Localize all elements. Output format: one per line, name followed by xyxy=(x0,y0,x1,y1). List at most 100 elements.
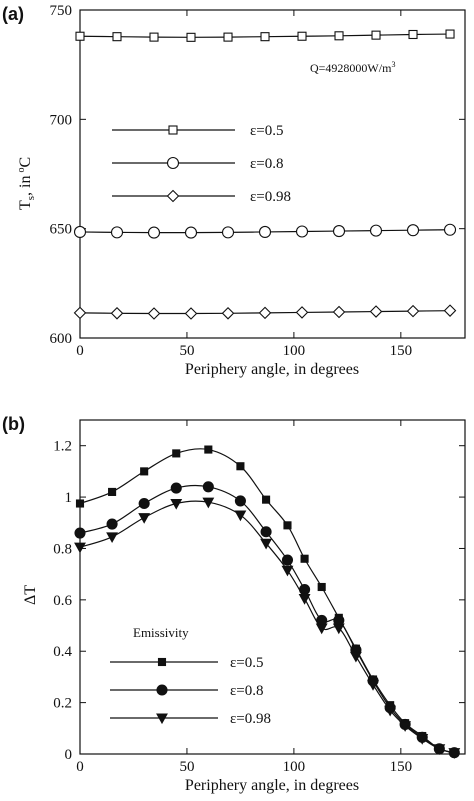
data-point-s1-6 xyxy=(295,225,309,238)
data-point-s2-7 xyxy=(281,565,294,577)
y-tick-label-5: 1 xyxy=(65,490,73,506)
data-point-s2-6 xyxy=(260,538,273,550)
data-point-s0-2 xyxy=(149,32,159,42)
legend-label-1: ε=0.8 xyxy=(250,156,284,172)
data-point-s1-0 xyxy=(73,225,87,238)
y-tick-label-1: 650 xyxy=(50,222,73,238)
data-point-s2-6 xyxy=(295,306,309,319)
data-point-s1-3 xyxy=(170,482,182,494)
data-point-s2-10 xyxy=(443,304,457,317)
data-point-s1-2 xyxy=(147,226,161,239)
y-tick-label-4: 0.8 xyxy=(53,541,72,557)
data-point-s2-17 xyxy=(448,748,461,759)
data-point-s1-1 xyxy=(106,518,118,530)
data-point-s0-9 xyxy=(317,582,326,592)
data-point-s0-1 xyxy=(108,487,117,496)
legend-marker-1 xyxy=(166,156,180,170)
data-point-s2-9 xyxy=(406,304,420,318)
data-point-s2-13 xyxy=(384,705,397,717)
legend-label-2: ε=0.98 xyxy=(250,189,291,205)
data-point-s2-1 xyxy=(106,532,119,544)
data-point-s0-6 xyxy=(297,31,307,41)
data-point-s0-3 xyxy=(186,32,196,42)
series-line-0 xyxy=(79,448,455,754)
data-point-s0-4 xyxy=(204,445,213,454)
data-point-s1-2 xyxy=(138,497,150,510)
panel-a-ticks: 0 50 100 150 600 650 700 750 xyxy=(50,3,465,359)
legend-label-1: ε=0.8 xyxy=(230,683,264,699)
panel-a-series xyxy=(73,29,457,320)
y-tick-label-2: 0.4 xyxy=(53,644,72,660)
data-point-s1-7 xyxy=(332,225,346,238)
data-point-s0-5 xyxy=(236,462,245,471)
data-point-s1-6 xyxy=(260,526,272,538)
x-tick-label-100: 100 xyxy=(283,759,306,775)
data-point-s0-10 xyxy=(445,29,455,39)
data-point-s2-8 xyxy=(298,594,311,605)
panel-b-label: (b) xyxy=(2,414,25,434)
panel-b-series xyxy=(74,445,461,759)
data-point-s1-4 xyxy=(202,481,214,493)
panel-a-xlabel: Periphery angle, in degrees xyxy=(185,361,359,378)
panel-a-annotation: Q=4928000W/m3 xyxy=(310,60,395,75)
data-point-s1-5 xyxy=(258,225,272,238)
y-tick-label-0: 600 xyxy=(50,331,73,347)
data-point-s2-1 xyxy=(110,307,124,320)
data-point-s0-3 xyxy=(172,449,181,458)
data-point-s1-4 xyxy=(221,226,235,239)
data-point-s0-5 xyxy=(260,32,270,42)
data-point-s1-7 xyxy=(281,554,294,566)
legend-marker-2 xyxy=(166,189,180,203)
legend-label-0: ε=0.5 xyxy=(230,655,264,671)
data-point-s2-3 xyxy=(184,307,198,320)
data-point-s2-14 xyxy=(399,721,412,732)
panel-b-ylabel: ΔT xyxy=(22,585,39,605)
data-point-s1-8 xyxy=(369,224,383,237)
data-point-s2-10 xyxy=(332,623,345,635)
panel-a-ylabel: Ts, inoC xyxy=(16,157,37,210)
data-point-s2-11 xyxy=(349,651,362,663)
y-tick-label-0: 0 xyxy=(65,747,73,763)
x-tick-label-50: 50 xyxy=(179,759,194,775)
data-point-s2-2 xyxy=(147,307,161,320)
y-tick-label-1: 0.2 xyxy=(53,696,72,712)
legend-marker-1 xyxy=(156,684,168,696)
x-tick-label-100: 100 xyxy=(283,343,306,359)
data-point-s0-0 xyxy=(75,31,85,41)
panel-b: (b) 0 50 100 150 0 0.2 0.4 0.6 0.8 1 1.2 Emissivit… xyxy=(2,414,466,794)
x-tick-label-150: 150 xyxy=(390,343,413,359)
data-point-s0-8 xyxy=(371,30,381,40)
data-point-s2-5 xyxy=(234,510,247,522)
legend-label-2: ε=0.98 xyxy=(230,711,271,727)
data-point-s2-0 xyxy=(73,306,87,320)
legend-marker-0 xyxy=(168,125,178,135)
data-point-s0-1 xyxy=(112,32,122,42)
x-tick-label-50: 50 xyxy=(179,343,194,359)
data-point-s0-7 xyxy=(334,31,344,41)
data-point-s2-0 xyxy=(74,542,86,554)
data-point-s1-0 xyxy=(74,527,86,539)
data-point-s0-2 xyxy=(140,467,149,476)
y-tick-label-3: 750 xyxy=(50,3,73,19)
x-tick-label-150: 150 xyxy=(390,759,413,775)
panel-b-xlabel: Periphery angle, in degrees xyxy=(185,777,359,794)
legend-title: Emissivity xyxy=(133,625,189,640)
data-point-s2-7 xyxy=(332,305,346,319)
data-point-s0-8 xyxy=(300,554,309,563)
x-tick-label-0: 0 xyxy=(76,343,84,359)
data-point-s1-9 xyxy=(406,224,420,237)
panel-a-plot-frame xyxy=(79,9,466,339)
data-point-s2-8 xyxy=(369,305,383,318)
data-point-s1-5 xyxy=(234,495,246,507)
data-point-s0-0 xyxy=(75,499,85,508)
data-point-s2-5 xyxy=(258,306,272,320)
data-point-s1-1 xyxy=(110,226,124,239)
data-point-s0-6 xyxy=(262,495,271,504)
data-point-s2-2 xyxy=(138,513,151,524)
y-tick-label-2: 700 xyxy=(50,112,73,128)
data-point-s2-15 xyxy=(416,734,429,745)
data-point-s2-12 xyxy=(367,680,379,691)
panel-b-plot-frame xyxy=(79,419,466,755)
data-point-s1-3 xyxy=(184,226,198,239)
